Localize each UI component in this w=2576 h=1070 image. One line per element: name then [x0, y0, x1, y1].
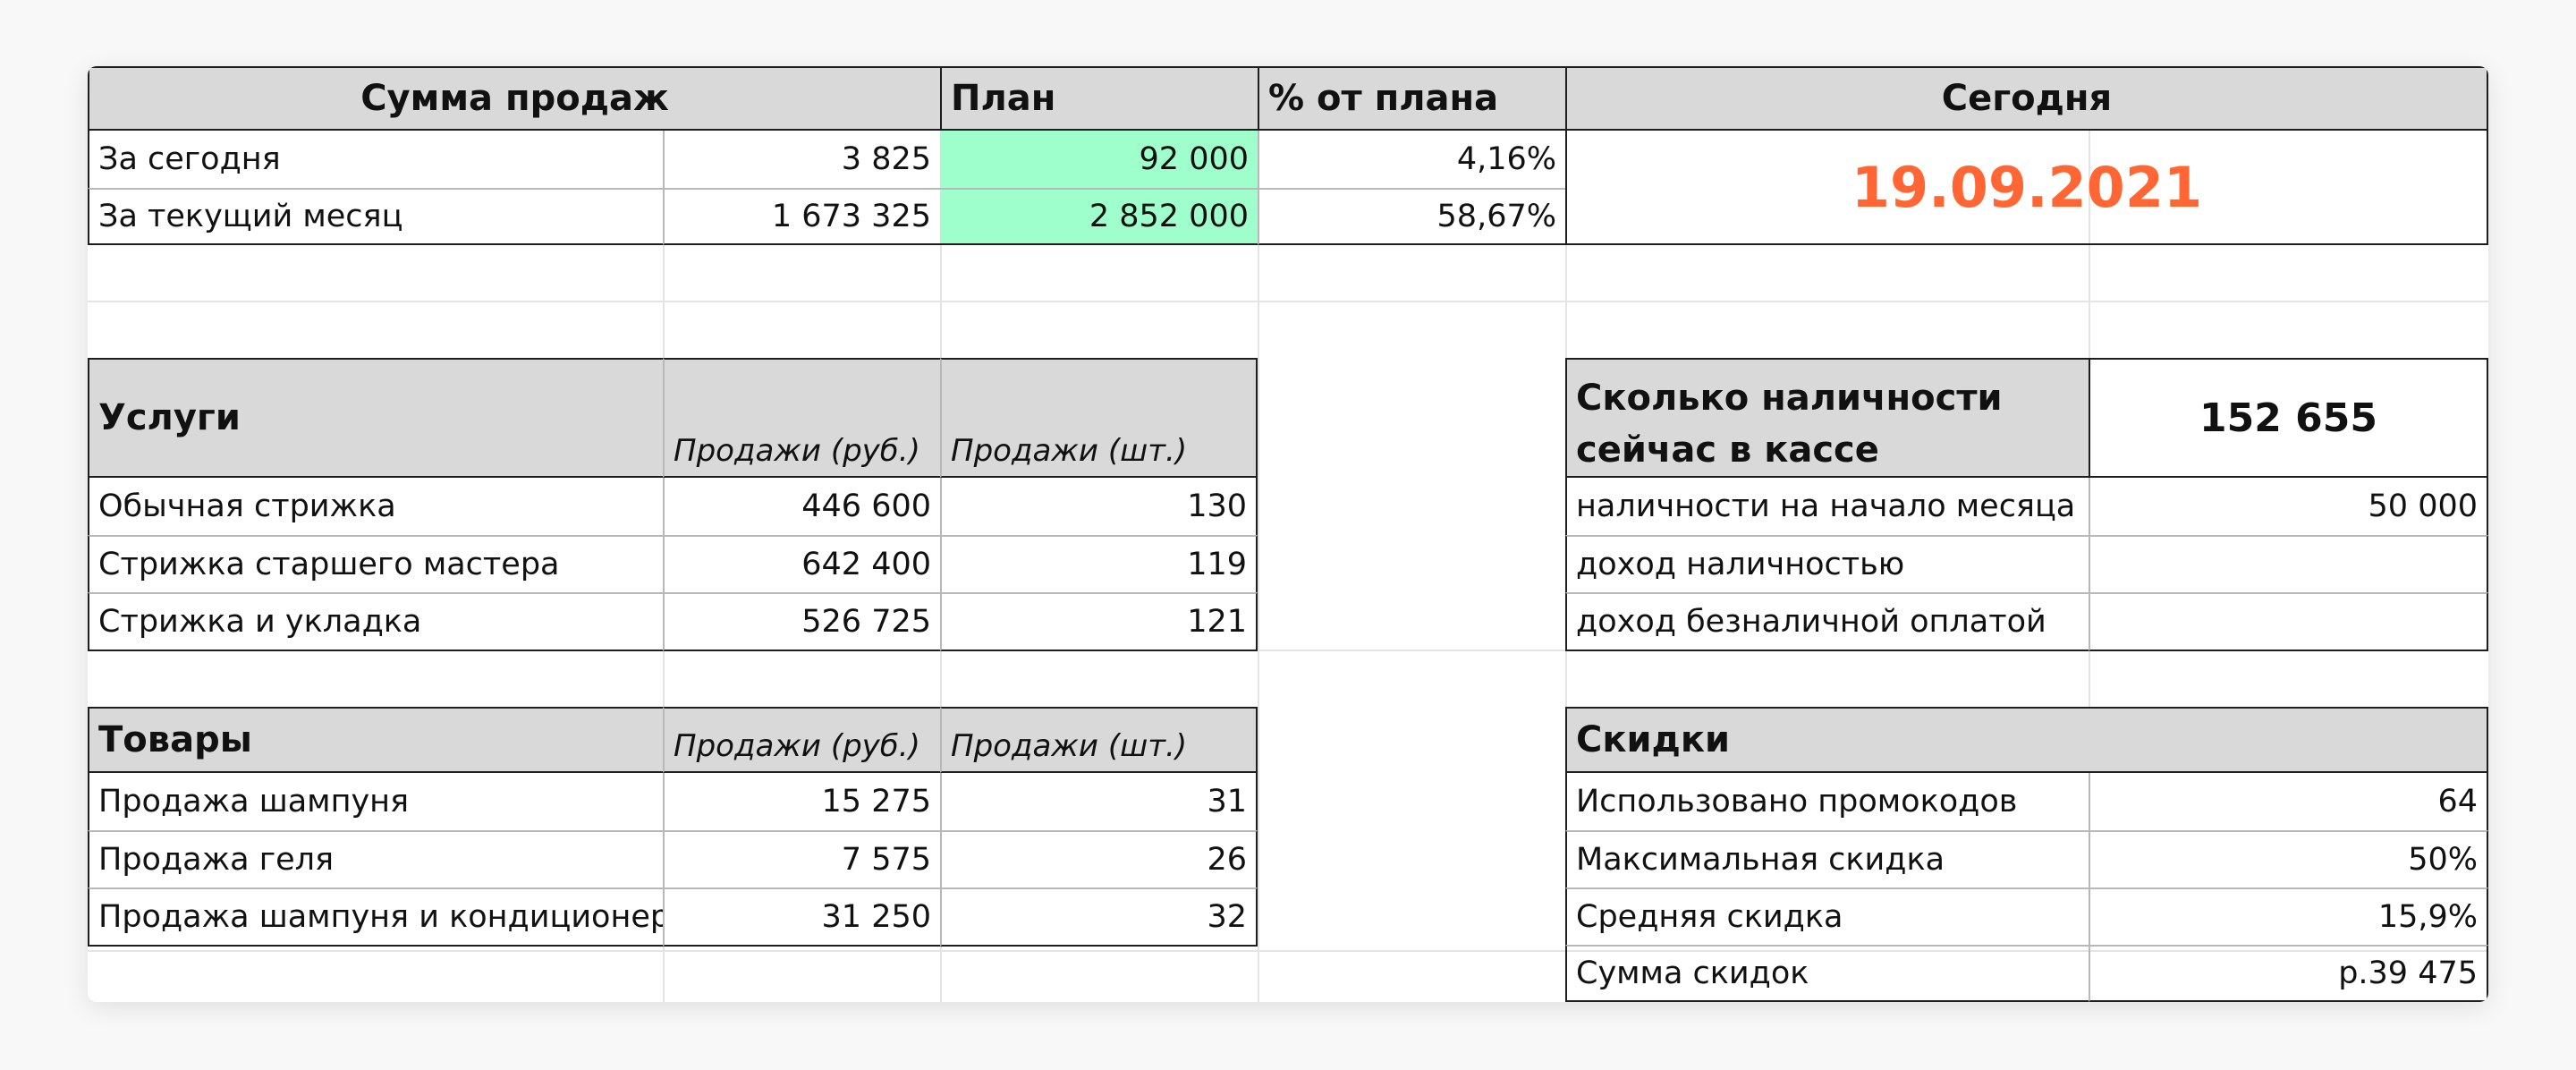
- today-date[interactable]: 19.09.2021: [1565, 131, 2488, 245]
- month-percent-value[interactable]: 58,67%: [1258, 188, 1565, 245]
- discount-row-label[interactable]: Использовано промокодов: [1565, 773, 2089, 830]
- percent-header: % от плана: [1258, 66, 1565, 131]
- discounts-header: Скидки: [1565, 707, 2488, 773]
- service-row-rub[interactable]: 446 600: [663, 478, 940, 535]
- goods-col-pcs: Продажи (шт.): [940, 707, 1258, 773]
- today-plan-value[interactable]: 92 000: [940, 131, 1258, 188]
- service-row-pcs[interactable]: 121: [940, 592, 1258, 651]
- goods-row-label[interactable]: Продажа шампуня: [88, 773, 663, 830]
- discount-row-value[interactable]: 50%: [2089, 830, 2488, 887]
- cash-row-value[interactable]: [2089, 592, 2488, 651]
- cash-row-value[interactable]: 50 000: [2089, 478, 2488, 535]
- cash-row-value[interactable]: [2089, 535, 2488, 592]
- goods-row-rub[interactable]: 15 275: [663, 773, 940, 830]
- cash-row-label[interactable]: доход безналичной оплатой: [1565, 592, 2089, 651]
- goods-row-pcs[interactable]: 31: [940, 773, 1258, 830]
- month-sales-label[interactable]: За текущий месяц: [88, 188, 663, 245]
- goods-header: Товары: [88, 707, 663, 773]
- discount-row-value[interactable]: 64: [2089, 773, 2488, 830]
- cash-header-line1: Сколько наличности: [1576, 378, 2003, 419]
- goods-row-rub[interactable]: 7 575: [663, 830, 940, 887]
- grid-line: [88, 650, 2488, 651]
- grid-line: [88, 301, 2488, 302]
- cash-header: Сколько наличности сейчас в кассе: [1565, 358, 2089, 478]
- cash-row-label[interactable]: наличности на начало месяца: [1565, 478, 2089, 535]
- sales-summary-header: Сумма продаж: [88, 66, 940, 131]
- service-row-rub[interactable]: 642 400: [663, 535, 940, 592]
- today-sales-label[interactable]: За сегодня: [88, 131, 663, 188]
- discount-row-label[interactable]: Максимальная скидка: [1565, 830, 2089, 887]
- goods-col-rub: Продажи (руб.): [663, 707, 940, 773]
- cash-header-line2: сейчас в кассе: [1576, 429, 1879, 471]
- service-row-rub[interactable]: 526 725: [663, 592, 940, 651]
- discount-row-value[interactable]: 15,9%: [2089, 887, 2488, 945]
- services-header: Услуги: [88, 358, 663, 478]
- grid-line: [88, 950, 2488, 952]
- today-header: Сегодня: [1565, 66, 2488, 131]
- service-row-pcs[interactable]: 119: [940, 535, 1258, 592]
- goods-row-pcs[interactable]: 26: [940, 830, 1258, 887]
- plan-header: План: [940, 66, 1258, 131]
- goods-row-rub[interactable]: 31 250: [663, 887, 940, 947]
- services-col-pcs: Продажи (шт.): [940, 358, 1258, 478]
- services-col-rub: Продажи (руб.): [663, 358, 940, 478]
- service-row-label[interactable]: Обычная стрижка: [88, 478, 663, 535]
- discount-row-label[interactable]: Сумма скидок: [1565, 945, 2089, 1002]
- service-row-label[interactable]: Стрижка и укладка: [88, 592, 663, 651]
- discount-row-value[interactable]: р.39 475: [2089, 945, 2488, 1002]
- cash-total[interactable]: 152 655: [2089, 358, 2488, 478]
- month-plan-value[interactable]: 2 852 000: [940, 188, 1258, 245]
- cash-row-label[interactable]: доход наличностью: [1565, 535, 2089, 592]
- discount-row-label[interactable]: Средняя скидка: [1565, 887, 2089, 945]
- goods-row-label[interactable]: Продажа шампуня и кондиционера: [88, 887, 663, 947]
- service-row-label[interactable]: Стрижка старшего мастера: [88, 535, 663, 592]
- month-sales-value[interactable]: 1 673 325: [663, 188, 940, 245]
- spreadsheet-sheet: Сумма продаж План % от плана За сегодня …: [88, 66, 2488, 1002]
- goods-row-label[interactable]: Продажа геля: [88, 830, 663, 887]
- grid-line: [1258, 66, 1259, 1002]
- goods-row-pcs[interactable]: 32: [940, 887, 1258, 947]
- service-row-pcs[interactable]: 130: [940, 478, 1258, 535]
- today-percent-value[interactable]: 4,16%: [1258, 131, 1565, 188]
- today-sales-value[interactable]: 3 825: [663, 131, 940, 188]
